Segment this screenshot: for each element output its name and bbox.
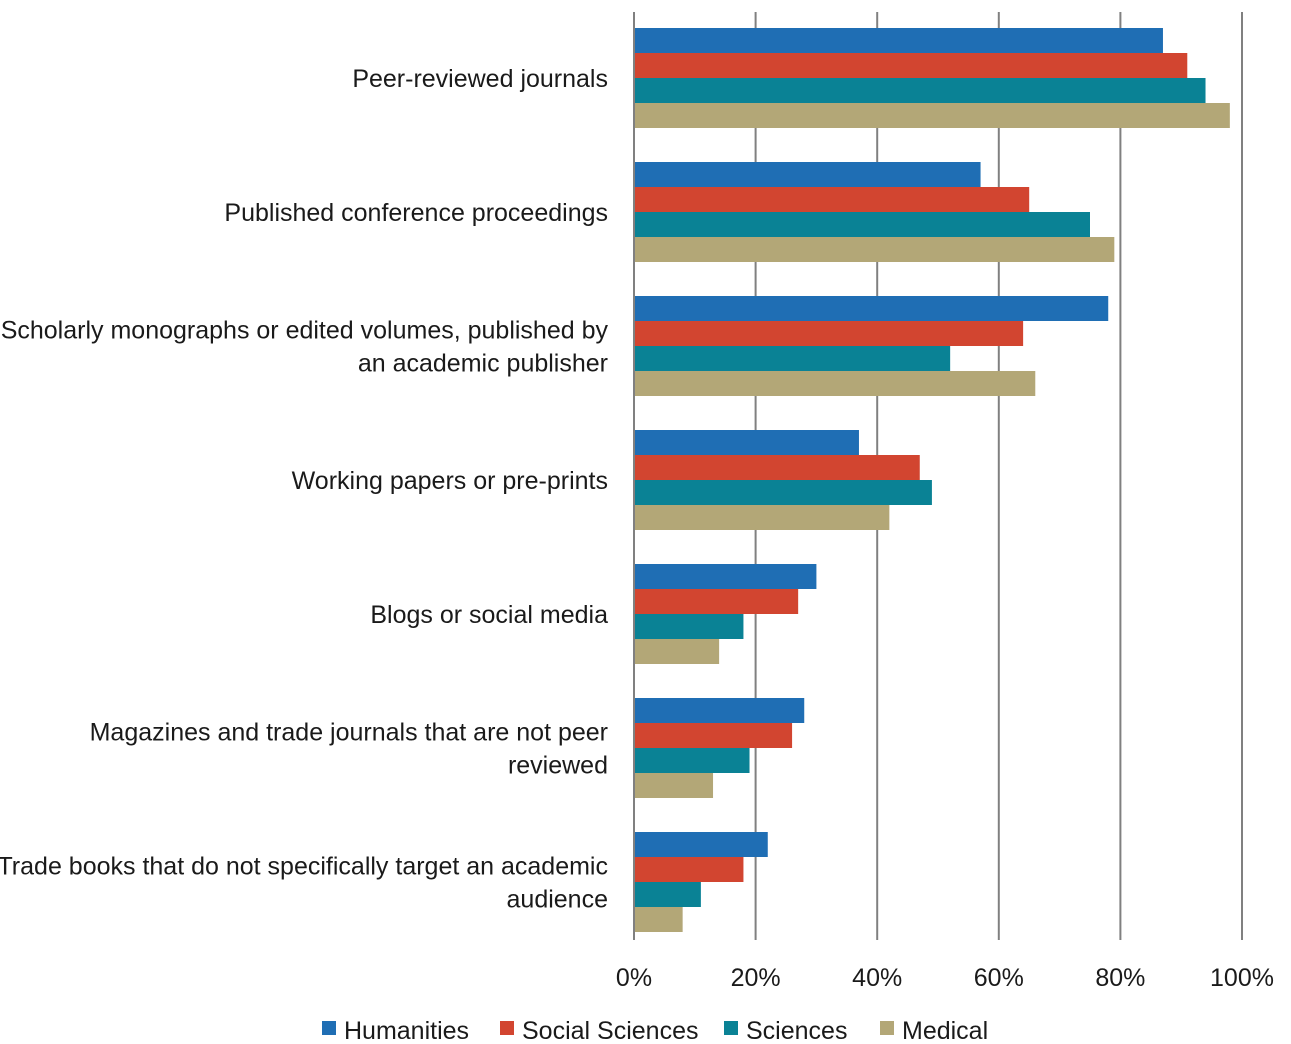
bar-medical bbox=[634, 371, 1036, 396]
bar-medical bbox=[634, 773, 714, 798]
category-label-line: reviewed bbox=[508, 752, 608, 780]
category-label-line: Scholarly monographs or edited volumes, … bbox=[1, 317, 609, 345]
category-label-line: Peer-reviewed journals bbox=[352, 65, 608, 93]
bar-sciences bbox=[634, 614, 744, 639]
x-tick-label: 20% bbox=[731, 964, 781, 992]
category-labels: Peer-reviewed journals Published conferen… bbox=[0, 65, 608, 914]
bar-medical bbox=[634, 639, 720, 664]
bar-social-sciences bbox=[634, 53, 1188, 78]
bar-sciences bbox=[634, 346, 951, 371]
category-label-line: an academic publisher bbox=[358, 350, 608, 378]
bar-humanities bbox=[634, 564, 817, 589]
legend-swatch bbox=[500, 1021, 514, 1035]
bar-social-sciences bbox=[634, 187, 1030, 212]
x-tick-label: 100% bbox=[1210, 964, 1274, 992]
legend: Humanities Social Sciences Sciences Medical bbox=[322, 1017, 988, 1044]
bar-medical bbox=[634, 907, 683, 932]
legend-swatch bbox=[724, 1021, 738, 1035]
category-label-line: Trade books that do not specifically tar… bbox=[0, 853, 608, 881]
legend-label: Sciences bbox=[746, 1017, 847, 1044]
category-label: Peer-reviewed journals bbox=[352, 65, 608, 93]
x-tick-label: 0% bbox=[616, 964, 652, 992]
legend-swatch bbox=[322, 1021, 336, 1035]
x-tick-label: 60% bbox=[974, 964, 1024, 992]
legend-label: Humanities bbox=[344, 1017, 469, 1044]
category-label: Working papers or pre-prints bbox=[292, 467, 608, 495]
category-label-line: Published conference proceedings bbox=[224, 199, 608, 227]
category-label: Magazines and trade journals that are no… bbox=[90, 719, 608, 780]
bar-social-sciences bbox=[634, 455, 920, 480]
bar-sciences bbox=[634, 78, 1206, 103]
category-label: Published conference proceedings bbox=[224, 199, 608, 227]
bar-humanities bbox=[634, 296, 1109, 321]
bars bbox=[634, 28, 1230, 932]
bar-social-sciences bbox=[634, 589, 799, 614]
tick-labels: 0% 20% 40% 60% 80% 100% bbox=[616, 964, 1274, 992]
legend-swatch bbox=[880, 1021, 894, 1035]
bar-humanities bbox=[634, 430, 859, 455]
bar-medical bbox=[634, 505, 890, 530]
bar-social-sciences bbox=[634, 723, 793, 748]
bar-sciences bbox=[634, 882, 701, 907]
bar-social-sciences bbox=[634, 321, 1024, 346]
bar-sciences bbox=[634, 748, 750, 773]
bar-medical bbox=[634, 237, 1115, 262]
category-label: Blogs or social media bbox=[370, 601, 608, 629]
bar-humanities bbox=[634, 28, 1163, 53]
bar-humanities bbox=[634, 832, 768, 857]
category-label-line: Blogs or social media bbox=[370, 601, 608, 629]
category-label-line: Working papers or pre-prints bbox=[292, 467, 608, 495]
x-tick-label: 80% bbox=[1095, 964, 1145, 992]
category-label-line: audience bbox=[507, 886, 608, 914]
bar-humanities bbox=[634, 698, 805, 723]
category-label: Scholarly monographs or edited volumes, … bbox=[1, 317, 609, 378]
category-label: Trade books that do not specifically tar… bbox=[0, 853, 608, 914]
bar-sciences bbox=[634, 212, 1090, 237]
bar-humanities bbox=[634, 162, 981, 187]
bar-sciences bbox=[634, 480, 932, 505]
bar-medical bbox=[634, 103, 1230, 128]
legend-label: Medical bbox=[902, 1017, 988, 1044]
bar-social-sciences bbox=[634, 857, 744, 882]
category-label-line: Magazines and trade journals that are no… bbox=[90, 719, 608, 747]
x-tick-label: 40% bbox=[852, 964, 902, 992]
legend-label: Social Sciences bbox=[522, 1017, 698, 1044]
